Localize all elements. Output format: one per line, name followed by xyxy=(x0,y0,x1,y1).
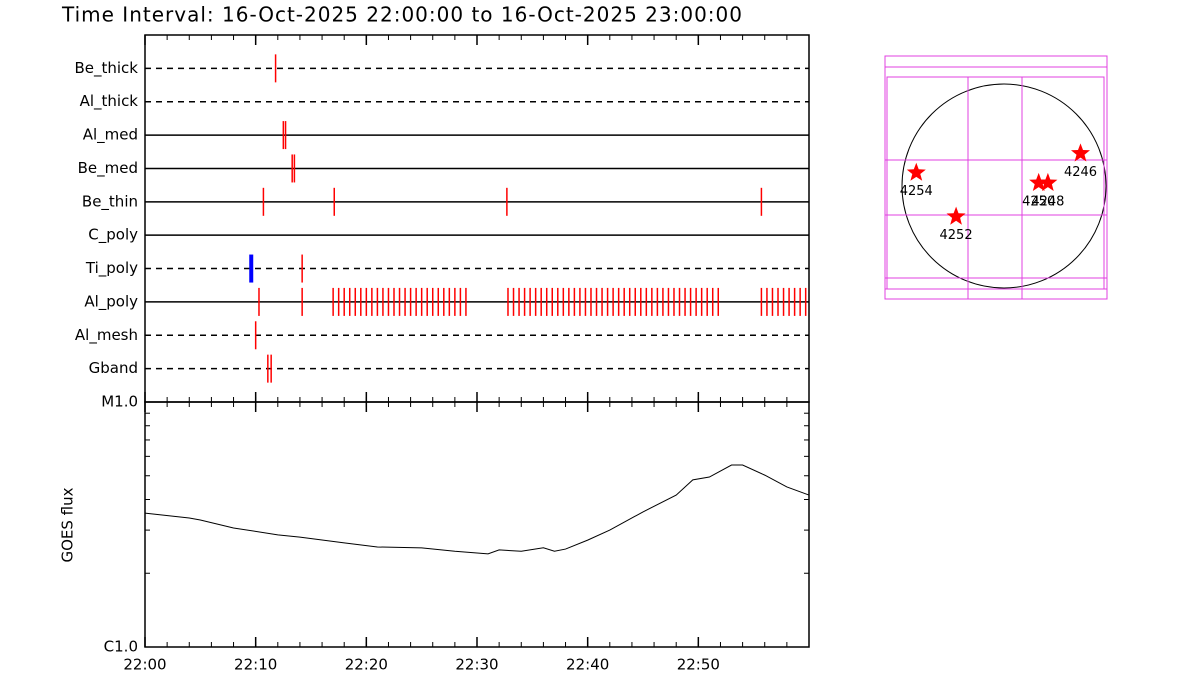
row-label: Be_med xyxy=(78,159,138,178)
row-label: Al_med xyxy=(83,126,138,145)
goes-frame xyxy=(144,401,810,648)
y-tick-label: M1.0 xyxy=(101,393,138,411)
active-region xyxy=(906,162,926,181)
x-tick-label: 22:50 xyxy=(677,656,720,674)
x-tick-label: 22:10 xyxy=(234,656,277,674)
y-tick-label: C1.0 xyxy=(104,638,138,656)
row-label: Ti_poly xyxy=(85,259,138,278)
goes-curve xyxy=(144,464,810,555)
region-label: 4252 xyxy=(940,228,973,243)
active-region xyxy=(1029,172,1049,191)
active-region xyxy=(946,206,966,225)
x-tick-label: 22:30 xyxy=(455,656,498,674)
timeline-frame xyxy=(144,34,810,403)
map-grid xyxy=(884,55,1108,300)
chart-title: Time Interval: 16-Oct-2025 22:00:00 to 1… xyxy=(61,3,743,27)
x-tick-label: 22:00 xyxy=(123,656,166,674)
active-region xyxy=(1071,143,1090,162)
solar-disk xyxy=(901,83,1107,289)
row-label: Be_thin xyxy=(82,192,138,211)
region-label: 4250 xyxy=(1022,194,1055,209)
row-label: Al_mesh xyxy=(75,326,138,345)
region-label: 4248 xyxy=(1031,194,1064,209)
grid-box xyxy=(886,76,1105,290)
row-label: C_poly xyxy=(88,226,138,245)
row-label: Gband xyxy=(89,359,138,377)
x-tick-label: 22:20 xyxy=(345,656,388,674)
row-label: Al_thick xyxy=(80,92,139,111)
x-tick-label: 22:40 xyxy=(566,656,609,674)
row-label: Al_poly xyxy=(84,292,138,311)
grid-box xyxy=(884,55,1108,300)
region-label: 4254 xyxy=(900,184,933,199)
row-label: Be_thick xyxy=(74,59,138,78)
active-region xyxy=(1038,172,1058,191)
y-axis-label: GOES flux xyxy=(59,487,77,562)
region-label: 4246 xyxy=(1064,165,1097,180)
